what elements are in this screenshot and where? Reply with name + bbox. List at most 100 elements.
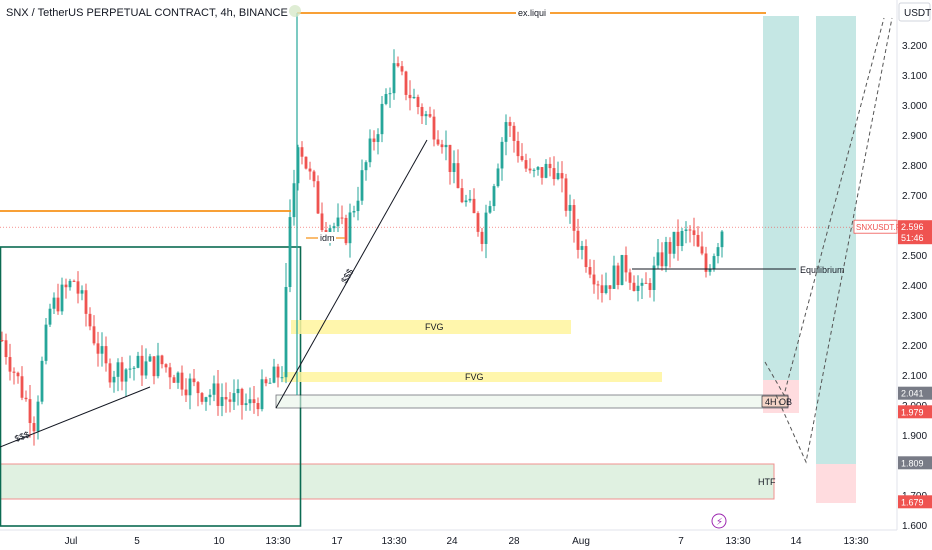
- time-tick: 14: [790, 536, 802, 547]
- candle-body: [148, 356, 152, 362]
- time-tick: Jul: [65, 536, 78, 547]
- price-tag: [898, 220, 932, 245]
- candle-body: [424, 114, 428, 117]
- candle-body: [388, 93, 392, 95]
- candle-body: [308, 168, 312, 172]
- candle-body: [544, 163, 548, 178]
- candle-body: [352, 211, 356, 213]
- candle-body: [76, 281, 80, 294]
- price-tick: 3.200: [902, 41, 927, 52]
- candle-body: [440, 144, 444, 148]
- candle-body: [320, 213, 324, 231]
- price-tick: 2.200: [902, 341, 927, 352]
- candle-body: [464, 200, 468, 203]
- candle-body: [312, 171, 316, 182]
- candle-body: [192, 378, 196, 383]
- time-tick: 24: [446, 536, 458, 547]
- candle-body: [216, 383, 220, 406]
- fvg-label-1: FVG: [425, 322, 444, 332]
- candle-body: [648, 283, 652, 290]
- candle-body: [696, 234, 700, 247]
- candle-body: [556, 173, 560, 180]
- candle-body: [476, 213, 480, 232]
- candle-body: [204, 397, 208, 402]
- long-zone-1: [763, 16, 799, 380]
- candle-body: [140, 355, 144, 376]
- candle-body: [304, 156, 308, 169]
- fvg-zone-2: [283, 372, 662, 382]
- candle-body: [416, 96, 420, 108]
- idm-label: idm: [320, 233, 335, 243]
- time-tick: Aug: [572, 536, 590, 547]
- candle-body: [592, 274, 596, 285]
- candle-body: [560, 173, 564, 179]
- candle-body: [88, 313, 92, 327]
- candle-body: [196, 382, 200, 394]
- liqui-label: ex.liqui: [518, 8, 546, 18]
- candle-body: [712, 256, 716, 270]
- candle-body: [160, 355, 164, 365]
- candle-body: [112, 376, 116, 383]
- price-tag-value: 2.041: [901, 389, 924, 399]
- time-tick: 13:30: [725, 536, 750, 547]
- candle-body: [720, 231, 724, 248]
- candle-body: [212, 383, 216, 395]
- candle-body: [616, 265, 620, 286]
- candle-body: [460, 188, 464, 203]
- candle-body: [48, 308, 52, 325]
- candle-body: [32, 423, 36, 432]
- price-tag-value: 1.979: [901, 407, 924, 417]
- candle-body: [152, 356, 156, 377]
- candle-body: [172, 377, 176, 383]
- candle-body: [716, 247, 720, 257]
- candle-body: [548, 163, 552, 169]
- candle-body: [40, 360, 44, 402]
- candle-body: [188, 378, 192, 396]
- candle-body: [84, 290, 88, 314]
- candle-body: [632, 282, 636, 291]
- candle-body: [644, 282, 648, 284]
- candle-body: [584, 246, 588, 268]
- htf-label: HTF: [758, 477, 776, 487]
- sss-label-1: $$$: [13, 429, 31, 444]
- candle-body: [248, 399, 252, 404]
- candle-body: [272, 366, 276, 383]
- candle-body: [28, 399, 32, 424]
- candle-body: [532, 169, 536, 171]
- candle-body: [568, 205, 572, 211]
- candle-body: [600, 285, 604, 294]
- candle-body: [164, 364, 168, 368]
- candle-body: [536, 167, 540, 170]
- candle-body: [496, 168, 500, 187]
- chart-title: SNX / TetherUS PERPETUAL CONTRACT, 4h, B…: [6, 7, 288, 19]
- candle-body: [540, 167, 544, 178]
- candle-body: [516, 140, 520, 157]
- liqui-label-bg: [516, 7, 550, 19]
- candle-body: [332, 226, 336, 229]
- candle-body: [620, 255, 624, 286]
- candle-body: [488, 206, 492, 213]
- candle-body: [664, 241, 668, 267]
- candle-body: [596, 284, 600, 286]
- candle-body: [100, 346, 104, 354]
- candle-body: [512, 125, 516, 141]
- candle-body: [132, 367, 136, 369]
- candle-body: [640, 282, 644, 286]
- price-tick: 2.900: [902, 131, 927, 142]
- candle-body: [688, 229, 692, 231]
- candle-body: [128, 368, 132, 370]
- candle-body: [228, 399, 232, 402]
- candle-body: [296, 147, 300, 184]
- long-zone-2: [816, 16, 856, 464]
- time-tick: 28: [508, 536, 520, 547]
- candle-body: [136, 355, 140, 368]
- candle-body: [104, 346, 108, 364]
- candle-body: [16, 372, 20, 377]
- ob-label: 4H OB: [765, 397, 792, 407]
- candle-body: [356, 200, 360, 212]
- candle-body: [492, 186, 496, 207]
- candle-body: [372, 138, 376, 142]
- candle-body: [108, 363, 112, 383]
- candle-body: [72, 280, 76, 282]
